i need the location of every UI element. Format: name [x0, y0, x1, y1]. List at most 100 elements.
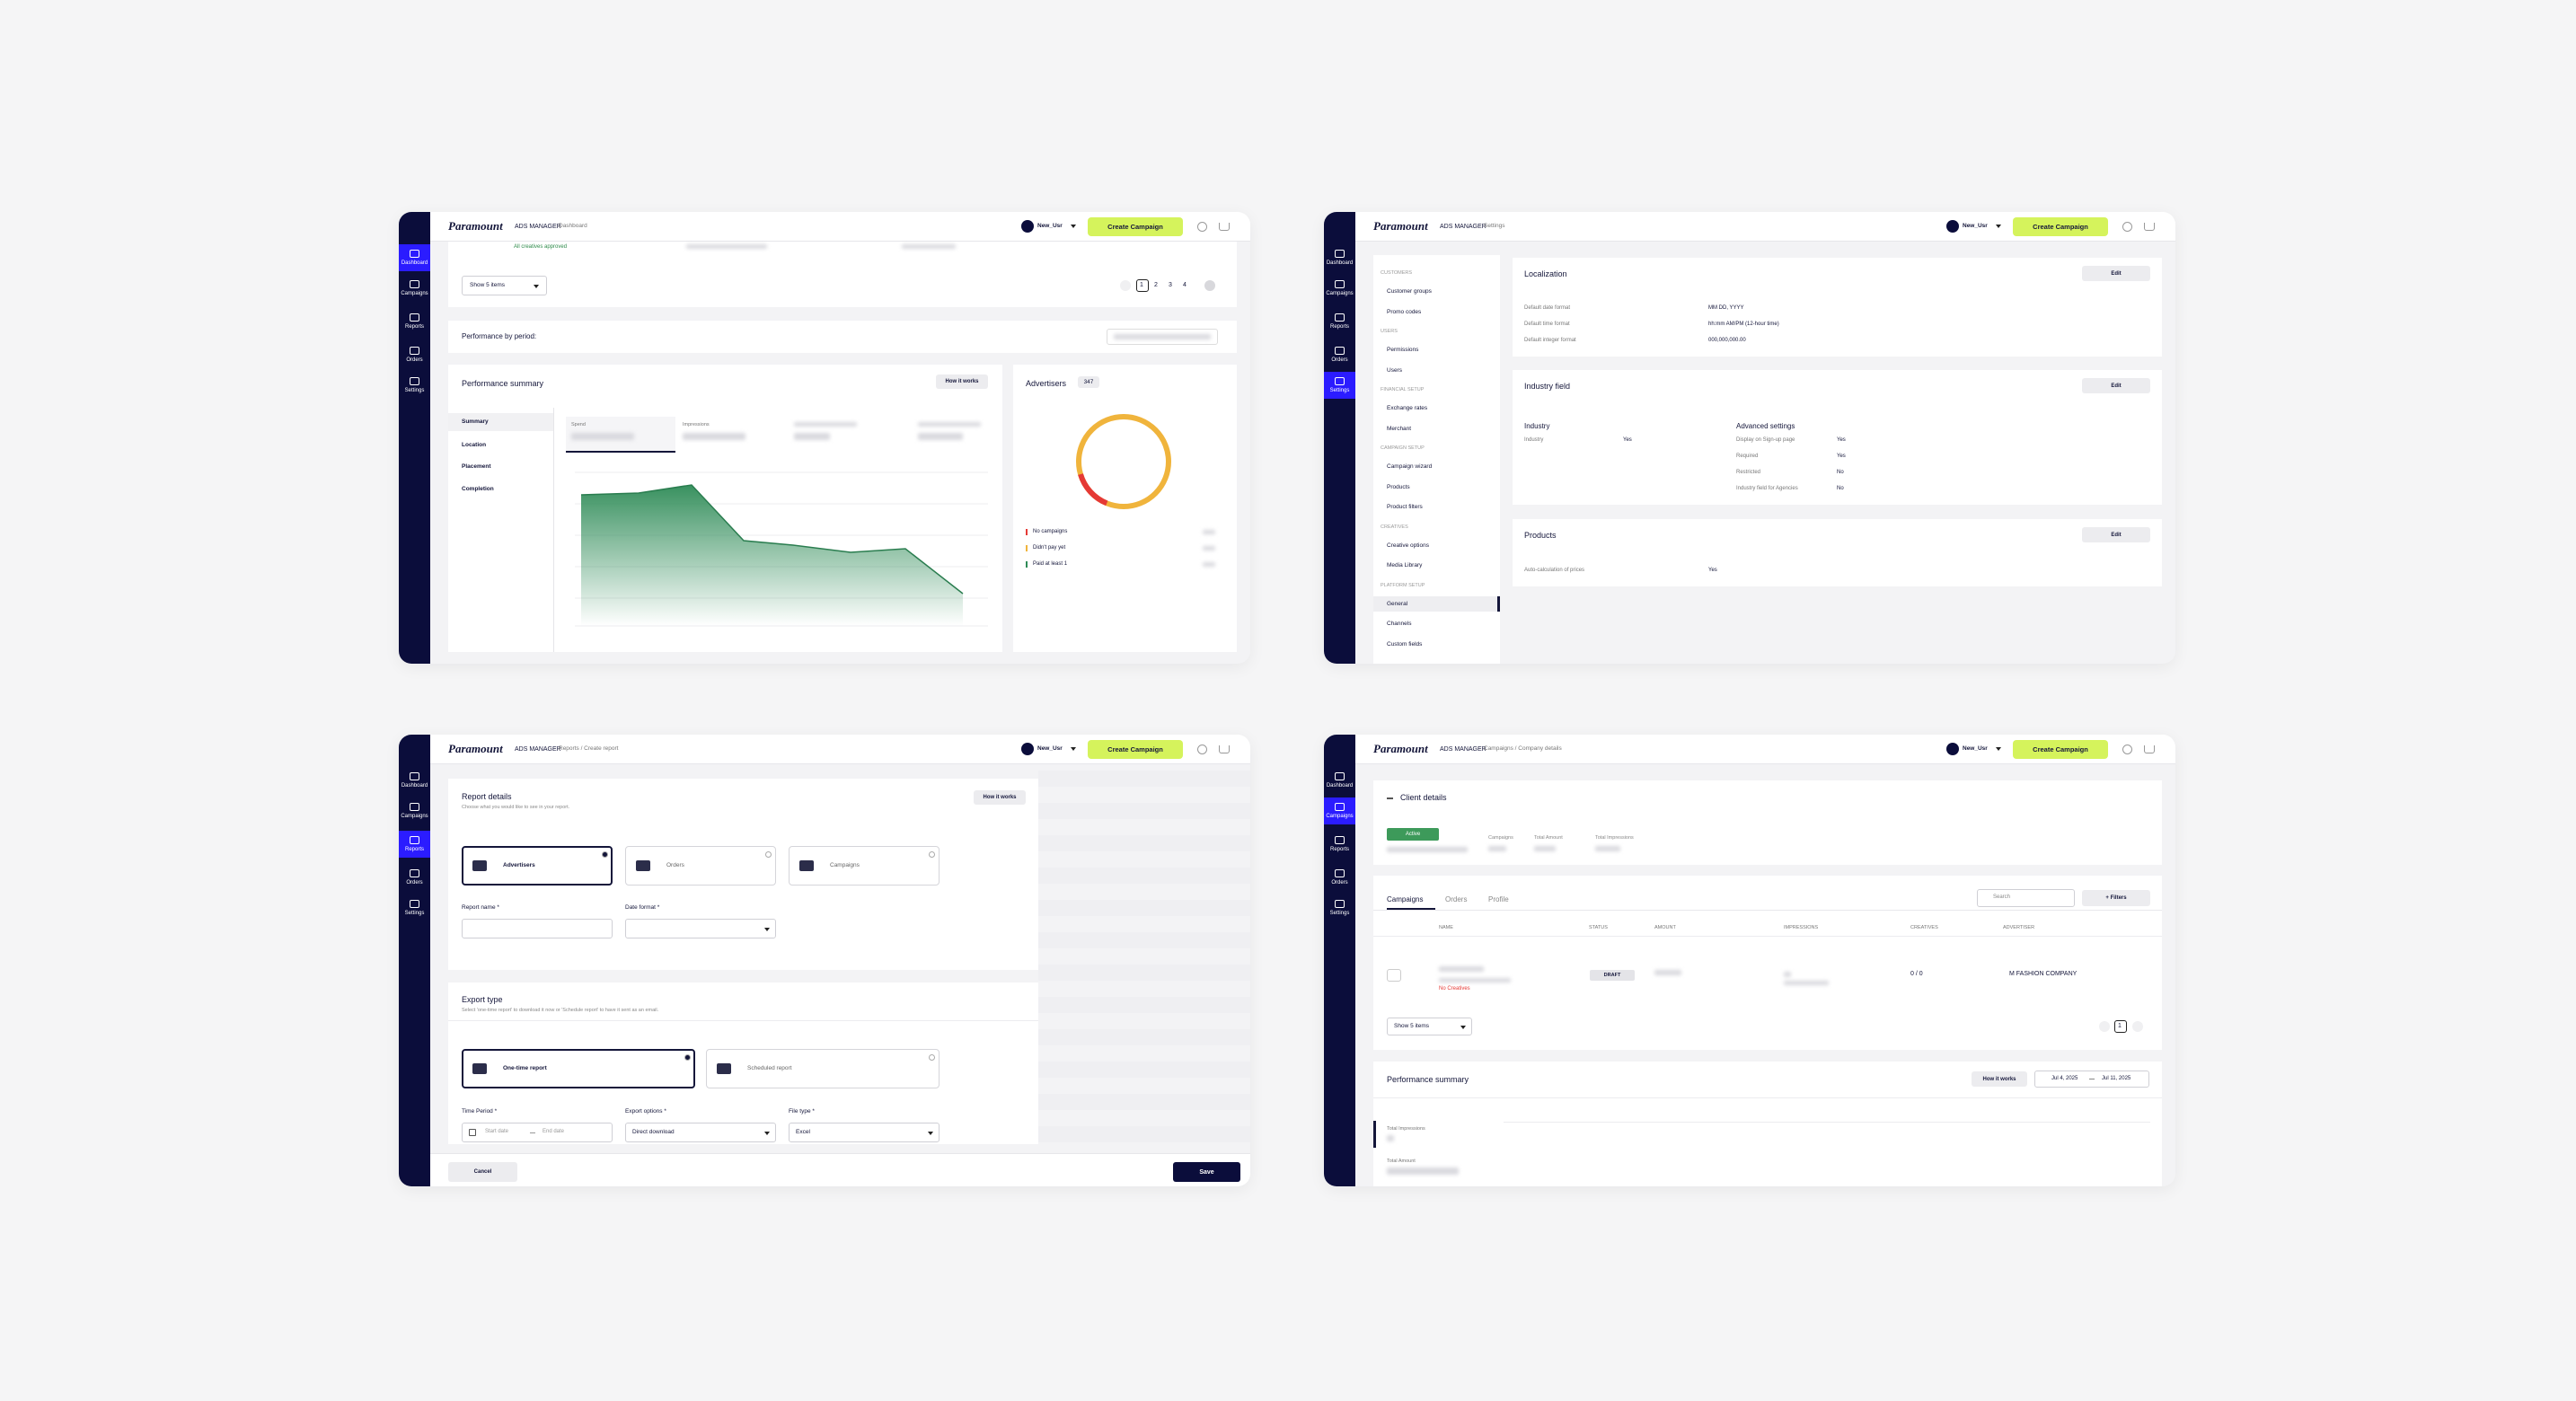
page-number[interactable]: 3: [1169, 282, 1172, 288]
nav-icon[interactable]: [1335, 250, 1345, 258]
nav-label[interactable]: Reports: [404, 847, 424, 852]
button[interactable]: Edit: [2082, 378, 2150, 393]
option-card[interactable]: [706, 1049, 940, 1088]
nav-icon[interactable]: [1335, 772, 1345, 780]
menu-item[interactable]: Users: [1387, 366, 1402, 374]
nav-icon[interactable]: [1335, 836, 1345, 844]
radio[interactable]: [765, 851, 772, 858]
help-icon[interactable]: [2122, 222, 2132, 232]
create-campaign-button[interactable]: Create Campaign: [2013, 217, 2108, 236]
button[interactable]: Cancel: [448, 1162, 517, 1182]
button[interactable]: How it works: [974, 790, 1026, 805]
nav-label[interactable]: Campaigns: [1326, 291, 1354, 296]
nav-icon[interactable]: [410, 347, 419, 355]
option-card[interactable]: [789, 846, 940, 886]
save-button[interactable]: Save: [1173, 1162, 1240, 1182]
user-name[interactable]: New_Usr: [1963, 745, 1988, 752]
nav-icon[interactable]: [410, 280, 419, 288]
select[interactable]: [789, 1123, 940, 1142]
cart-icon[interactable]: [2144, 745, 2155, 753]
metric-label[interactable]: Total Amount: [1387, 1159, 1416, 1164]
page-size-select[interactable]: [462, 276, 547, 295]
menu-item[interactable]: Customer groups: [1387, 288, 1432, 295]
radio[interactable]: [929, 1054, 935, 1061]
user-name[interactable]: New_Usr: [1037, 223, 1063, 229]
nav-icon[interactable]: [410, 313, 419, 322]
nav-icon[interactable]: [1335, 803, 1345, 811]
page-size-label[interactable]: Show 5 items: [1394, 1023, 1430, 1029]
nav-label[interactable]: Settings: [404, 388, 425, 393]
option-label[interactable]: Orders: [666, 862, 684, 868]
next-page[interactable]: [1204, 280, 1215, 291]
page-size-select[interactable]: [1387, 1018, 1472, 1035]
button[interactable]: Edit: [2082, 266, 2150, 281]
menu-item[interactable]: Campaign wizard: [1387, 463, 1433, 470]
tab[interactable]: Placement: [462, 463, 491, 470]
nav-label[interactable]: Dashboard: [1326, 260, 1354, 266]
nav-icon[interactable]: [1335, 347, 1345, 355]
metric-label[interactable]: Impressions: [683, 422, 710, 427]
nav-label[interactable]: Dashboard: [401, 783, 428, 789]
nav-icon[interactable]: [410, 250, 419, 258]
select[interactable]: [625, 1123, 776, 1142]
button[interactable]: Edit: [2082, 527, 2150, 542]
page-number[interactable]: 1: [2118, 1023, 2122, 1029]
nav-label[interactable]: Settings: [1329, 911, 1350, 916]
nav-label[interactable]: Orders: [1331, 357, 1348, 363]
breadcrumb[interactable]: Reports / Create report: [559, 745, 619, 752]
nav-label[interactable]: Settings: [1329, 388, 1350, 393]
page-number[interactable]: 2: [1154, 282, 1158, 288]
tab[interactable]: Campaigns: [1387, 895, 1424, 903]
cart-icon[interactable]: [1219, 745, 1230, 753]
cart-icon[interactable]: [2144, 223, 2155, 231]
nav-label[interactable]: Campaigns: [1326, 814, 1354, 819]
nav-icon[interactable]: [410, 900, 419, 908]
button[interactable]: + Filters: [2082, 890, 2150, 906]
breadcrumb[interactable]: Campaigns / Company details: [1484, 745, 1562, 752]
nav-label[interactable]: Dashboard: [401, 260, 428, 266]
option-card[interactable]: [462, 846, 613, 886]
nav-icon[interactable]: [410, 869, 419, 877]
page-number[interactable]: 1: [1140, 282, 1143, 288]
text-input[interactable]: [462, 919, 613, 938]
radio[interactable]: [929, 851, 935, 858]
breadcrumb[interactable]: Settings: [1484, 223, 1505, 229]
menu-item[interactable]: Merchant: [1387, 425, 1412, 432]
nav-icon[interactable]: [410, 377, 419, 385]
nav-icon[interactable]: [1335, 900, 1345, 908]
nav-label[interactable]: Orders: [406, 357, 423, 363]
tab[interactable]: Completion: [462, 486, 494, 492]
option-card[interactable]: [462, 1049, 695, 1088]
tab[interactable]: Profile: [1488, 895, 1509, 903]
nav-label[interactable]: Dashboard: [1326, 783, 1354, 789]
nav-label[interactable]: Settings: [404, 911, 425, 916]
nav-label[interactable]: Reports: [1329, 847, 1349, 852]
menu-item[interactable]: Permissions: [1387, 347, 1419, 353]
nav-label[interactable]: Campaigns: [401, 814, 428, 819]
nav-icon[interactable]: [410, 803, 419, 811]
menu-item[interactable]: Custom fields: [1387, 640, 1423, 648]
prev-page[interactable]: [1120, 280, 1131, 291]
option-label[interactable]: Advertisers: [503, 862, 535, 868]
tab[interactable]: Orders: [1445, 895, 1468, 903]
date-range[interactable]: [1107, 329, 1218, 345]
option-card[interactable]: [625, 846, 776, 886]
menu-item[interactable]: General: [1387, 600, 1408, 607]
help-icon[interactable]: [2122, 745, 2132, 754]
create-campaign-button[interactable]: Create Campaign: [1088, 217, 1183, 236]
next-page[interactable]: [2132, 1021, 2143, 1032]
nav-icon[interactable]: [1335, 313, 1345, 322]
menu-item[interactable]: Promo codes: [1387, 308, 1422, 315]
menu-item[interactable]: Channels: [1387, 621, 1412, 627]
tab[interactable]: Location: [462, 442, 487, 448]
nav-icon[interactable]: [410, 836, 419, 844]
radio[interactable]: [602, 851, 608, 858]
nav-icon[interactable]: [1335, 869, 1345, 877]
tab[interactable]: Summary: [462, 419, 489, 425]
menu-item[interactable]: Product filters: [1387, 504, 1423, 510]
menu-item[interactable]: Products: [1387, 483, 1410, 490]
create-campaign-button[interactable]: Create Campaign: [1088, 740, 1183, 759]
cart-icon[interactable]: [1219, 223, 1230, 231]
metric-label[interactable]: Spend: [571, 422, 586, 427]
user-name[interactable]: New_Usr: [1037, 745, 1063, 752]
